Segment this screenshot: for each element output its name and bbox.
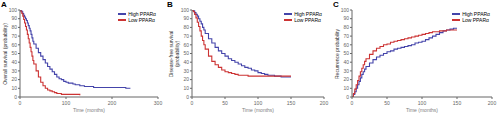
svg-text:40: 40 bbox=[11, 59, 17, 65]
svg-text:100: 100 bbox=[418, 100, 427, 106]
svg-text:0: 0 bbox=[346, 94, 349, 100]
svg-text:100: 100 bbox=[9, 7, 18, 13]
svg-text:50: 50 bbox=[11, 50, 17, 56]
svg-text:150: 150 bbox=[287, 100, 296, 106]
svg-text:20: 20 bbox=[343, 76, 349, 82]
html-text:Low PPARα: Low PPARα bbox=[462, 17, 489, 23]
html-text:Disease-free survival (probabi: Disease-free survival (probability) bbox=[167, 30, 179, 77]
svg-text:0: 0 bbox=[19, 100, 22, 106]
svg-text:0: 0 bbox=[351, 100, 354, 106]
svg-text:10: 10 bbox=[11, 85, 17, 91]
svg-text:200: 200 bbox=[488, 100, 497, 106]
svg-text:80: 80 bbox=[183, 24, 189, 30]
svg-text:20: 20 bbox=[11, 76, 17, 82]
svg-text:90: 90 bbox=[183, 15, 189, 21]
svg-text:60: 60 bbox=[343, 42, 349, 48]
svg-text:50: 50 bbox=[222, 100, 228, 106]
svg-text:70: 70 bbox=[11, 33, 17, 39]
svg-text:60: 60 bbox=[11, 42, 17, 48]
svg-text:80: 80 bbox=[11, 24, 17, 30]
svg-text:200: 200 bbox=[320, 100, 329, 106]
svg-text:300: 300 bbox=[154, 100, 163, 106]
html-text:C: C bbox=[333, 0, 339, 9]
html-text:A: A bbox=[1, 0, 7, 9]
svg-text:150: 150 bbox=[453, 100, 462, 106]
svg-text:0: 0 bbox=[191, 100, 194, 106]
svg-text:0: 0 bbox=[14, 94, 17, 100]
svg-text:50: 50 bbox=[343, 50, 349, 56]
svg-text:90: 90 bbox=[11, 15, 17, 21]
html-text:High PPARα: High PPARα bbox=[462, 11, 490, 17]
html-text:High PPARα: High PPARα bbox=[128, 11, 156, 17]
svg-text:50: 50 bbox=[183, 50, 189, 56]
svg-text:70: 70 bbox=[343, 33, 349, 39]
svg-text:Time (months): Time (months) bbox=[73, 107, 105, 113]
svg-text:200: 200 bbox=[108, 100, 117, 106]
svg-text:100: 100 bbox=[254, 100, 263, 106]
svg-text:30: 30 bbox=[11, 68, 17, 74]
svg-text:100: 100 bbox=[62, 100, 71, 106]
svg-text:20: 20 bbox=[183, 76, 189, 82]
svg-text:100: 100 bbox=[181, 7, 190, 13]
html-text:Low PPARα: Low PPARα bbox=[128, 17, 155, 23]
svg-text:Time (months): Time (months) bbox=[406, 107, 438, 113]
svg-text:Time (months): Time (months) bbox=[242, 107, 274, 113]
svg-text:30: 30 bbox=[343, 68, 349, 74]
html-text:High PPARα: High PPARα bbox=[294, 11, 322, 17]
svg-text:40: 40 bbox=[183, 59, 189, 65]
svg-text:60: 60 bbox=[183, 42, 189, 48]
svg-text:0: 0 bbox=[186, 94, 189, 100]
html-text:Overall survival (probability): Overall survival (probability) bbox=[1, 22, 7, 85]
html-text:Low PPARα: Low PPARα bbox=[294, 17, 321, 23]
svg-text:90: 90 bbox=[343, 15, 349, 21]
svg-text:10: 10 bbox=[343, 85, 349, 91]
svg-text:70: 70 bbox=[183, 33, 189, 39]
svg-text:40: 40 bbox=[343, 59, 349, 65]
html-text:B: B bbox=[167, 0, 173, 9]
svg-text:50: 50 bbox=[384, 100, 390, 106]
svg-text:10: 10 bbox=[183, 85, 189, 91]
html-text:Recurrence probability: Recurrence probability bbox=[333, 28, 339, 79]
svg-text:80: 80 bbox=[343, 24, 349, 30]
svg-text:100: 100 bbox=[341, 7, 350, 13]
svg-text:30: 30 bbox=[183, 68, 189, 74]
